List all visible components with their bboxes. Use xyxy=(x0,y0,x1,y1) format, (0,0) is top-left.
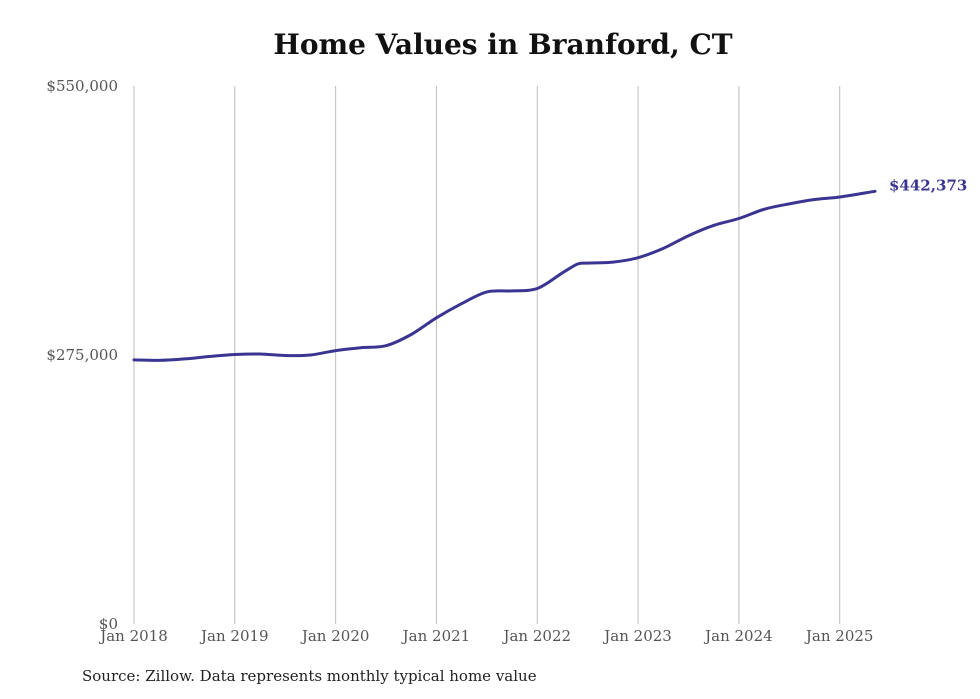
y-tick-label: $275,000 xyxy=(46,346,118,364)
x-tick-label: Jan 2022 xyxy=(501,627,571,645)
x-tick-label: Jan 2019 xyxy=(199,627,269,645)
x-tick-label: Jan 2018 xyxy=(98,627,168,645)
series-line xyxy=(132,189,877,362)
end-value-label: $442,373 xyxy=(889,176,967,194)
y-tick-label: $550,000 xyxy=(46,77,118,95)
chart-title: Home Values in Branford, CT xyxy=(273,28,733,61)
x-tick-label: Jan 2025 xyxy=(804,627,874,645)
y-axis-ticks: $0 $275,000 $550,000 xyxy=(46,77,118,633)
x-tick-label: Jan 2021 xyxy=(401,627,471,645)
y-tick-label: $0 xyxy=(99,615,118,633)
x-tick-label: Jan 2023 xyxy=(602,627,672,645)
x-tick-label: Jan 2020 xyxy=(300,627,370,645)
x-tick-label: Jan 2024 xyxy=(703,627,773,645)
series-group: $442,373 xyxy=(132,176,967,362)
x-axis-ticks: Jan 2018 Jan 2019 Jan 2020 Jan 2021 Jan 2022… xyxy=(98,627,873,645)
source-note: Source: Zillow. Data represents monthly … xyxy=(82,667,537,685)
